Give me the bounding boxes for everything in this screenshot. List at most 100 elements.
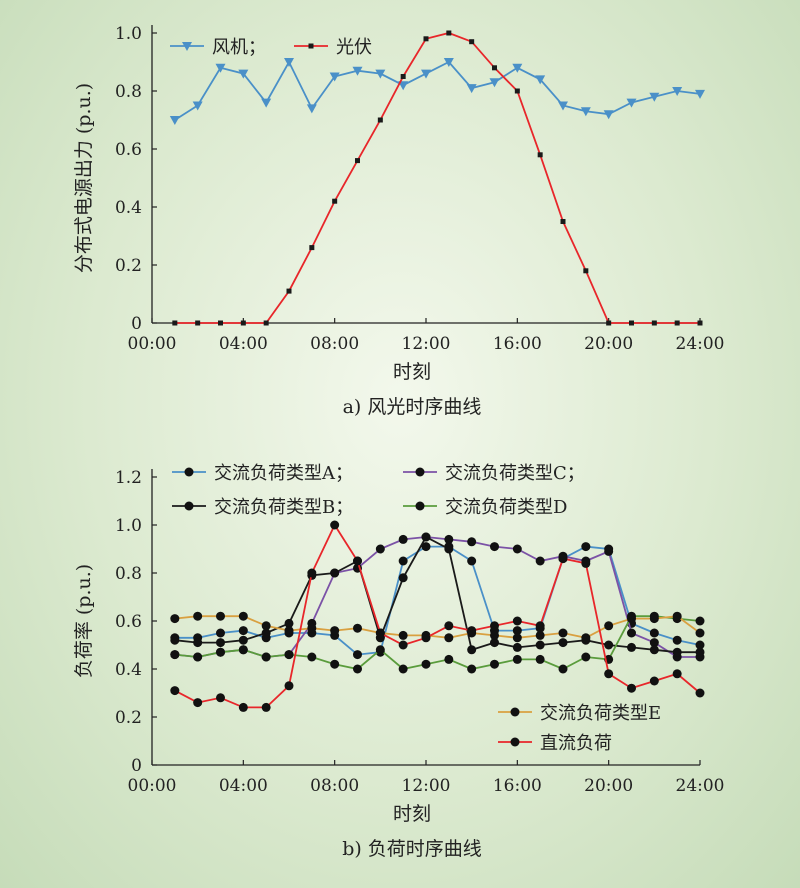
data-point bbox=[263, 320, 269, 326]
y-tick-label: 0.4 bbox=[115, 198, 142, 218]
legend-marker bbox=[308, 43, 314, 49]
data-point bbox=[238, 702, 248, 712]
data-point bbox=[626, 98, 637, 108]
data-point bbox=[695, 628, 705, 638]
data-point bbox=[375, 628, 385, 638]
data-point bbox=[375, 544, 385, 554]
data-point bbox=[238, 626, 248, 636]
data-point bbox=[558, 554, 568, 564]
data-point bbox=[216, 647, 225, 657]
load-chart: 00:00 04:00 08:00 12:00 16:00 20:00 24:00 0 0.2 0… bbox=[73, 463, 725, 860]
data-point bbox=[195, 320, 201, 326]
data-point bbox=[512, 63, 523, 73]
data-point bbox=[398, 664, 408, 674]
y-tick-label: 0.2 bbox=[115, 256, 142, 276]
data-point bbox=[421, 633, 431, 643]
data-point bbox=[307, 652, 317, 662]
data-point bbox=[467, 626, 477, 636]
data-point bbox=[649, 628, 659, 638]
x-tick-label: 20:00 bbox=[584, 334, 633, 354]
data-point bbox=[603, 110, 614, 120]
data-point bbox=[467, 664, 477, 674]
data-point bbox=[238, 635, 248, 645]
data-point bbox=[697, 320, 703, 326]
data-point bbox=[284, 650, 294, 660]
data-point bbox=[330, 568, 340, 578]
data-point bbox=[353, 556, 362, 566]
data-point bbox=[216, 693, 225, 703]
data-point bbox=[649, 92, 660, 102]
series-line bbox=[174, 615, 701, 670]
data-point bbox=[261, 702, 271, 712]
data-point bbox=[443, 58, 454, 67]
data-point bbox=[606, 320, 612, 326]
x-tick-label: 00:00 bbox=[128, 776, 177, 796]
data-point bbox=[629, 320, 634, 326]
data-point bbox=[192, 101, 203, 111]
data-point bbox=[581, 633, 591, 643]
data-point bbox=[330, 626, 340, 636]
data-point bbox=[216, 611, 225, 621]
data-point bbox=[492, 65, 497, 71]
y-axis-label: 分布式电源出力 (p.u.) bbox=[73, 83, 95, 273]
data-point bbox=[649, 645, 659, 655]
data-point bbox=[398, 81, 409, 91]
x-tick-label: 16:00 bbox=[493, 334, 542, 354]
data-point bbox=[421, 659, 431, 669]
data-point bbox=[261, 98, 272, 108]
data-point bbox=[583, 268, 589, 274]
data-point bbox=[558, 628, 568, 638]
data-point bbox=[329, 72, 340, 82]
y-tick-label: 1.0 bbox=[115, 516, 142, 536]
data-point bbox=[375, 69, 386, 79]
series-line bbox=[174, 32, 700, 324]
data-point bbox=[193, 611, 203, 621]
data-point bbox=[307, 623, 317, 633]
data-point bbox=[558, 101, 568, 111]
y-tick-label: 1.2 bbox=[115, 468, 142, 488]
chart-caption: a) 风光时序曲线 bbox=[343, 396, 482, 418]
data-point bbox=[467, 556, 477, 566]
data-point bbox=[627, 614, 636, 624]
data-point bbox=[490, 542, 499, 552]
data-point bbox=[695, 688, 705, 698]
data-point bbox=[672, 87, 683, 96]
data-point bbox=[490, 621, 499, 631]
data-point bbox=[512, 642, 522, 652]
y-tick-label: 0.2 bbox=[115, 708, 142, 728]
data-point bbox=[490, 630, 499, 640]
data-point bbox=[193, 698, 203, 708]
data-point bbox=[535, 75, 546, 85]
data-point bbox=[535, 654, 545, 664]
legend-marker bbox=[510, 737, 520, 747]
data-point bbox=[398, 640, 408, 650]
data-point bbox=[193, 652, 203, 662]
data-point bbox=[238, 611, 248, 621]
data-point bbox=[649, 638, 659, 648]
data-point bbox=[240, 320, 246, 326]
data-point bbox=[512, 616, 522, 626]
data-point bbox=[261, 628, 271, 638]
x-tick-label: 08:00 bbox=[310, 334, 359, 354]
x-axis-label: 时刻 bbox=[393, 361, 431, 383]
data-point bbox=[581, 542, 591, 552]
data-point bbox=[330, 520, 340, 530]
data-point bbox=[375, 645, 385, 655]
data-point bbox=[306, 104, 317, 114]
series-line bbox=[174, 545, 701, 656]
data-point bbox=[444, 534, 454, 544]
y-tick-label: 0.6 bbox=[115, 140, 142, 160]
x-axis-label: 时刻 bbox=[393, 803, 431, 825]
data-point bbox=[512, 654, 522, 664]
data-point bbox=[490, 659, 499, 669]
x-tick-label: 04:00 bbox=[219, 776, 268, 796]
legend-label: 交流负荷类型B； bbox=[214, 497, 353, 518]
x-tick-label: 16:00 bbox=[493, 776, 542, 796]
y-tick-label: 1.0 bbox=[115, 24, 142, 44]
data-point bbox=[535, 556, 545, 566]
data-point bbox=[330, 659, 340, 669]
series-line bbox=[174, 536, 700, 658]
data-point bbox=[489, 78, 500, 88]
data-point bbox=[261, 621, 271, 631]
